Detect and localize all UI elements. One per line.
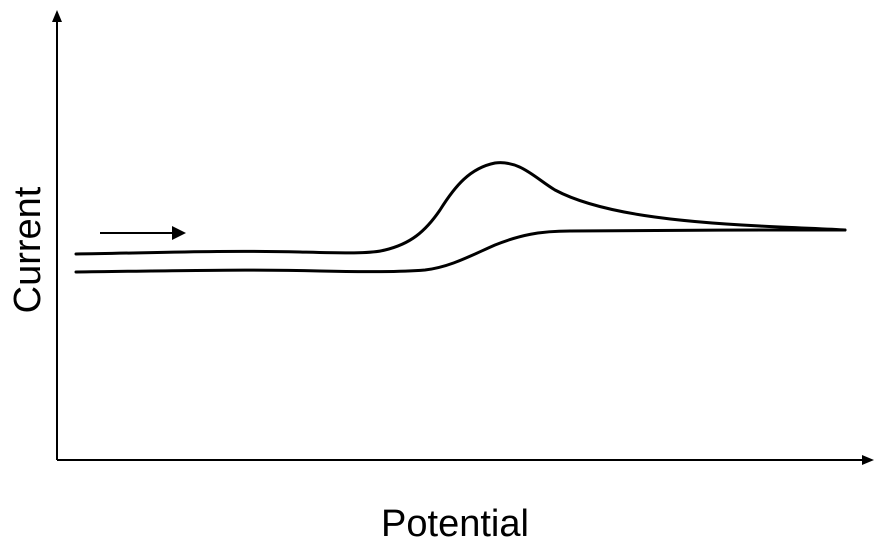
y-axis-label: Current — [7, 186, 49, 313]
forward-scan-curve — [74, 161, 847, 256]
x-axis-arrowhead — [862, 455, 874, 465]
scan-direction-arrowhead — [172, 226, 186, 240]
reverse-scan-curve — [74, 228, 847, 274]
x-axis-label: Potential — [381, 503, 529, 545]
y-axis-arrowhead — [52, 10, 62, 22]
